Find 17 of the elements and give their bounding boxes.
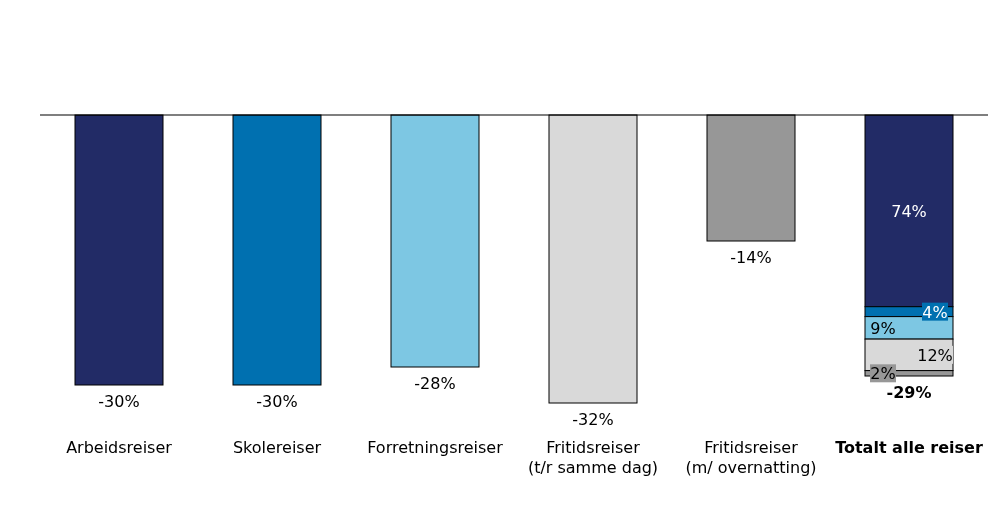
- data-label: -32%: [572, 410, 614, 429]
- data-label: -14%: [730, 248, 772, 267]
- data-label: -30%: [256, 392, 298, 411]
- x-tick-label: Forretningsreiser: [367, 438, 504, 457]
- x-tick-label: Arbeidsreiser: [66, 438, 173, 457]
- x-tick-label: Totalt alle reiser: [835, 438, 983, 457]
- annotation: 12%: [917, 345, 953, 365]
- annotation: 74%: [891, 201, 927, 221]
- total-label: -29%: [886, 383, 932, 402]
- x-tick-label: Skolereiser: [232, 438, 322, 457]
- annotation: 4%: [922, 302, 948, 322]
- x-tick-label: Fritidsreiser (t/r samme dag): [527, 438, 659, 477]
- data-label: -30%: [98, 392, 140, 411]
- x-tick-label: Fritidsreiser (m/ overnatting): [685, 438, 817, 477]
- annotation: 2%: [870, 364, 896, 384]
- annotation: 9%: [870, 318, 896, 338]
- data-label: -28%: [414, 374, 456, 393]
